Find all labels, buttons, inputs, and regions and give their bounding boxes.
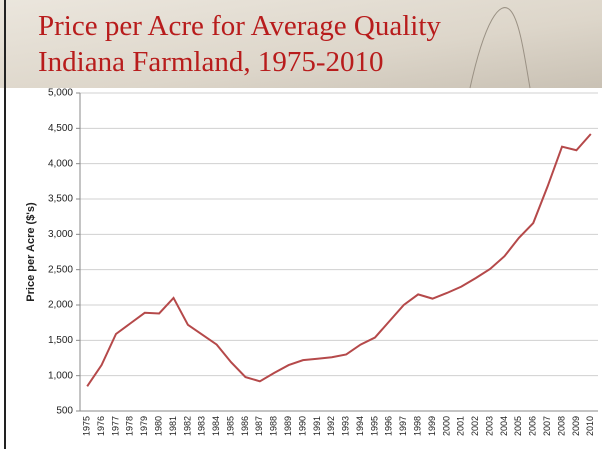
x-tick-label: 2010 (585, 416, 595, 436)
x-tick-label: 2006 (528, 416, 538, 436)
x-tick-label: 2002 (470, 416, 480, 436)
x-tick-label: 1999 (427, 416, 437, 436)
x-tick-label: 1997 (398, 416, 408, 436)
x-tick-label: 1990 (297, 416, 307, 436)
y-tick-label: 3,000 (48, 229, 73, 240)
y-tick-label: 2,000 (48, 300, 73, 311)
x-tick-label: 2003 (484, 416, 494, 436)
x-tick-label: 2009 (571, 416, 581, 436)
y-tick-label: 5,000 (48, 88, 73, 99)
x-tick-label: 1994 (355, 416, 365, 436)
x-tick-label: 2005 (513, 416, 523, 436)
y-tick-label: 500 (56, 406, 73, 417)
y-tick-label: 4,500 (48, 123, 73, 134)
x-tick-label: 1987 (254, 416, 264, 436)
x-tick-label: 1985 (225, 416, 235, 436)
x-tick-label: 2007 (542, 416, 552, 436)
chart-title: Price per Acre for Average Quality India… (38, 10, 441, 78)
title-band (0, 0, 602, 88)
x-tick-label: 1977 (110, 416, 120, 436)
decoration (469, 7, 531, 89)
x-tick-label: 1996 (384, 416, 394, 436)
x-tick-label: 1983 (197, 416, 207, 436)
data-line (86, 133, 592, 387)
x-tick-label: 1981 (168, 416, 178, 436)
x-tick-label: 1995 (369, 416, 379, 436)
x-tick-label: 1978 (125, 416, 135, 436)
x-tick-label: 1979 (139, 416, 149, 436)
y-tick-label: 1,000 (48, 370, 73, 381)
x-tick-label: 1998 (413, 416, 423, 436)
x-tick-label: 1988 (269, 416, 279, 436)
y-axis-label: Price per Acre ($'s) (25, 202, 37, 302)
x-tick-label: 1975 (82, 416, 92, 436)
y-tick-label: 4,000 (48, 158, 73, 169)
y-tick-label: 3,500 (48, 194, 73, 205)
x-tick-label: 2004 (499, 416, 509, 436)
x-tick-label: 1991 (312, 416, 322, 436)
x-tick-label: 1982 (182, 416, 192, 436)
y-tick-label: 1,500 (48, 335, 73, 346)
x-tick-label: 1976 (96, 416, 106, 436)
y-tick-label: 2,500 (48, 264, 73, 275)
x-tick-label: 1986 (240, 416, 250, 436)
x-tick-label: 1980 (154, 416, 164, 436)
x-tick-label: 1984 (211, 416, 221, 436)
x-tick-label: 2000 (441, 416, 451, 436)
x-tick-label: 2008 (556, 416, 566, 436)
x-tick-label: 1993 (341, 416, 351, 436)
x-tick-label: 1992 (326, 416, 336, 436)
x-tick-label: 2001 (456, 416, 466, 436)
x-tick-label: 1989 (283, 416, 293, 436)
